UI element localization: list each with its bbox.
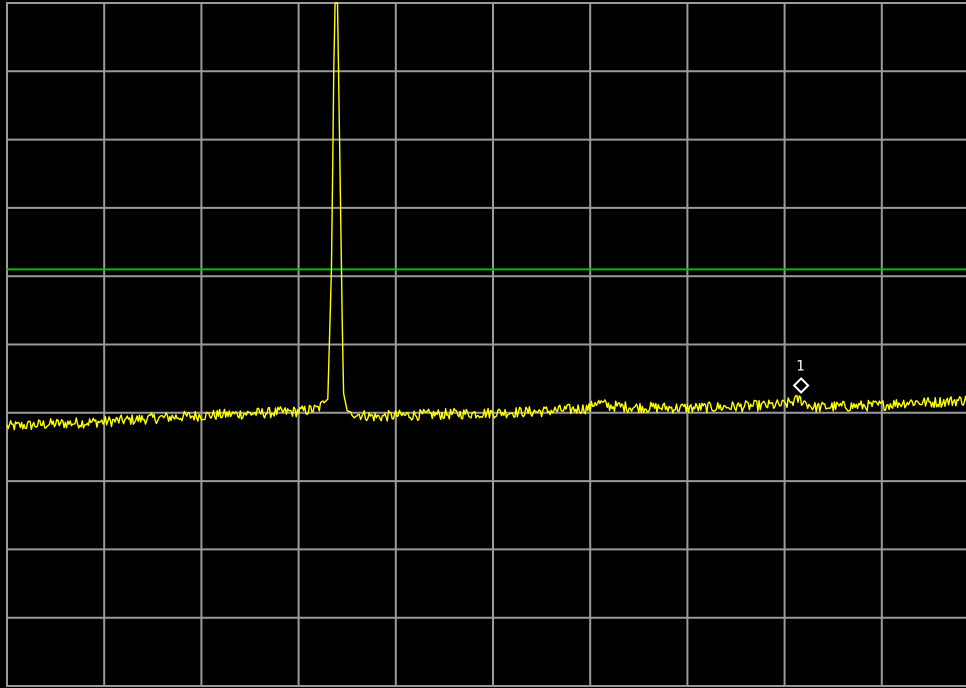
plot-frame — [6, 2, 966, 687]
trace-line — [6, 2, 966, 431]
marker-diamond-icon[interactable] — [792, 377, 810, 394]
marker-label: 1 — [796, 358, 804, 374]
